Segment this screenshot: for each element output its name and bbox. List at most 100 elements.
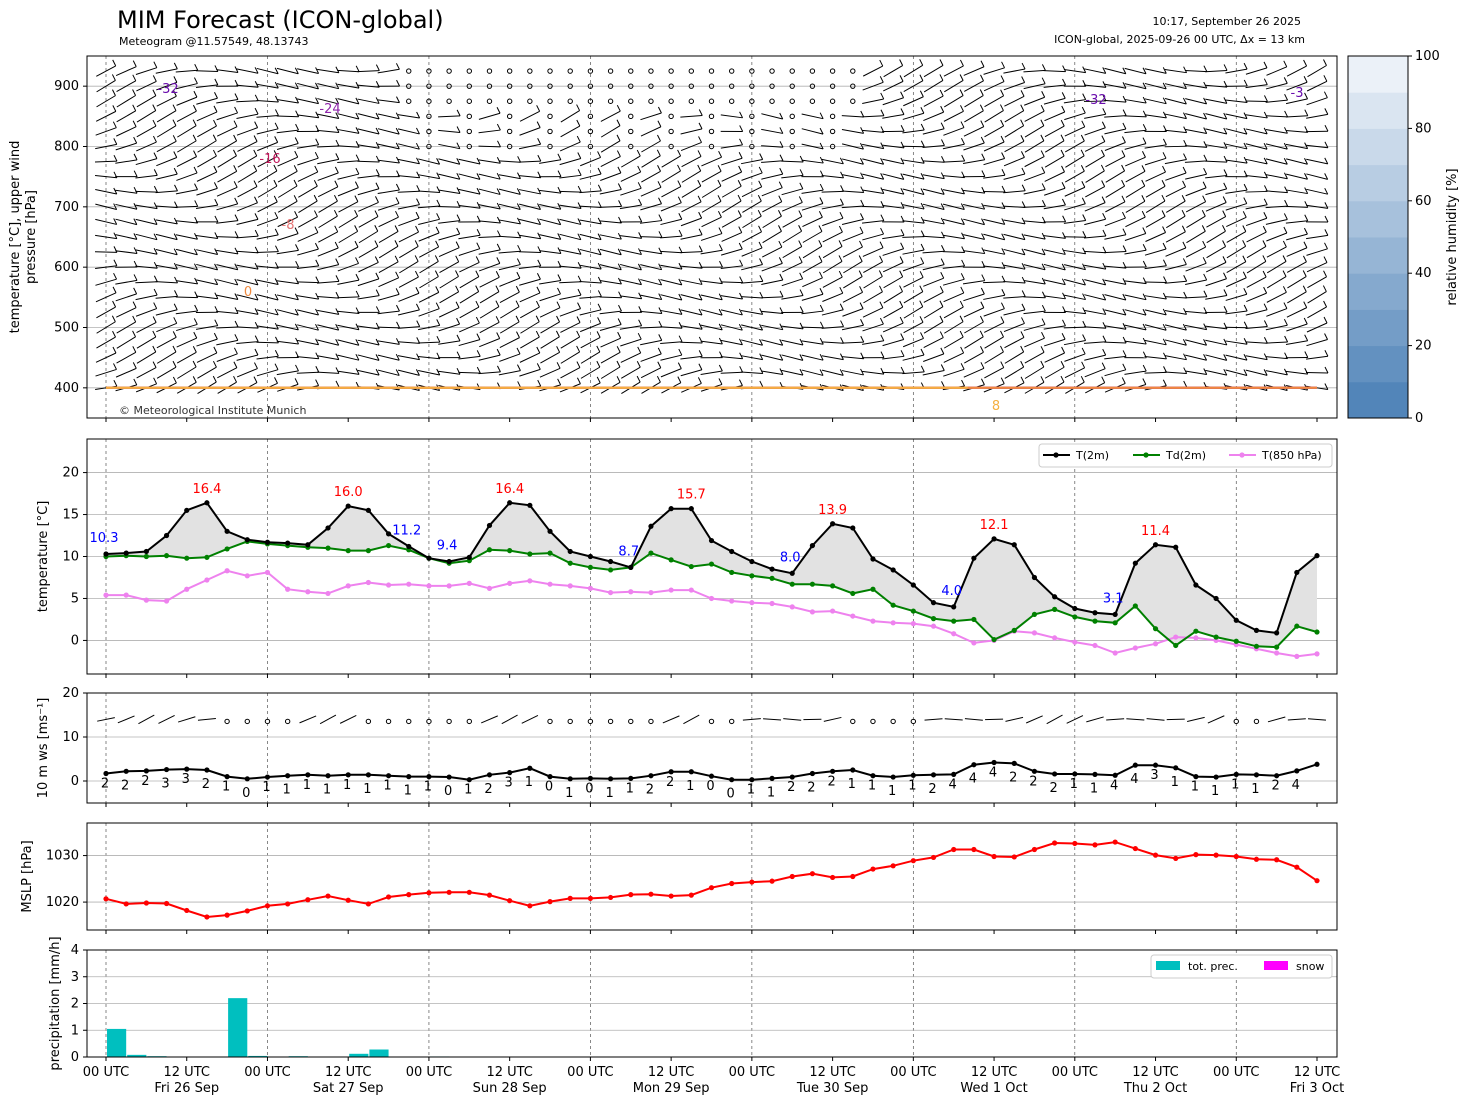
wind-barb-flag [1322,285,1327,292]
wind-barb [1287,276,1307,289]
wind-barb [156,81,178,91]
wind-barb-flag [596,345,601,353]
wind-barb-flag [1242,240,1247,247]
wind-barb [217,155,237,168]
wind-barb [1024,337,1045,348]
wind-barb [1144,98,1167,105]
wind-barb [175,83,198,90]
tmin-label: 4.0 [941,584,962,599]
wind-barb [822,292,843,302]
wind-barb [158,714,175,724]
wind-barb [1226,245,1246,259]
wind-barb [177,366,197,379]
wind-barb [1185,113,1207,120]
wind-barb-flag [759,275,764,282]
wind-barb-flag [233,361,238,368]
wind-barb [942,203,965,211]
wind-barb-flag [1303,227,1308,235]
mslp-point [143,900,149,906]
wind-barb [700,249,723,255]
wind-barb [115,142,137,151]
series-point-T(850 hPa) [1274,650,1280,656]
wind-barb-flag [416,337,421,344]
wind-barb-flag [638,215,643,223]
wind-barb-flag [1041,166,1046,174]
wind-barb-flag [577,288,582,296]
x-tick-label: 00 UTC [244,1065,290,1080]
wind-barb-flag [516,188,521,195]
calm-wind-barb [628,83,634,89]
wind-barb [559,141,581,152]
wind-barb [175,248,198,256]
wind-barb [801,354,824,361]
wind-barb-flag [1101,121,1106,128]
calm-wind-barb [628,143,634,150]
wind-barb [1306,248,1328,256]
wind-barb-flag [1181,195,1186,202]
wind-barb [1023,264,1046,271]
series-point-T(850 hPa) [1092,642,1098,649]
series-point-Td(2m) [1092,618,1098,624]
wind-barb-flag [113,363,117,370]
mslp-point [1031,846,1038,853]
wind-barb [1165,186,1186,198]
calm-wind-barb [789,128,795,135]
wind-barb [1044,111,1065,122]
wind-barb [1064,279,1086,286]
wind-barb [1124,115,1147,118]
wind-barb [660,279,682,286]
wind-barb-flag [355,273,360,281]
wind-barb-flag [717,165,722,172]
wind-barb [1104,217,1126,227]
beaufort-label: 2 [827,774,835,789]
wind-barb [478,249,501,255]
wind-barb-flag [1021,184,1026,191]
wind-barb-flag [1183,275,1188,282]
wind-barb [639,310,662,315]
wind-barb [902,262,924,272]
wind-barb-flag [314,226,319,233]
wind-barb-flag [233,120,238,127]
wind-barb [1144,295,1167,300]
mslp-point [870,866,876,872]
model-run-info: ICON-global, 2025-09-26 00 UTC, Δx = 13 … [1054,33,1305,46]
wind-barb-flag [315,67,320,74]
wind-barb [115,203,138,210]
wind-barb [236,309,259,315]
series-point-T(850 hPa) [285,586,291,592]
wind-barb-flag [617,183,622,190]
wind-barb [579,295,602,299]
isotherm-label: -16 [259,152,280,167]
wind-barb [923,353,945,362]
wind-barb [276,143,299,150]
wind-barb-flag [111,74,116,81]
wind-barb-flag [1284,199,1289,207]
y-tick-label: 0 [71,1050,79,1065]
mslp-point [648,891,654,897]
wind-barb-flag [1243,112,1248,119]
wind-barb-flag [738,323,743,331]
wind-barb [882,339,904,347]
x-tick-label: 12 UTC [1132,1065,1178,1080]
colorbar-band [1348,345,1408,383]
wind-barb-flag [1263,337,1268,344]
wind-barb-flag [1060,134,1065,141]
wind-barb [1044,187,1066,196]
wind-barb-flag [860,213,864,220]
wind-barb [559,308,581,317]
wind-barb-flag [1323,91,1328,98]
y-tick-label: 10 [62,550,79,565]
calm-wind-barb [809,68,816,74]
series-point-T(2m) [910,582,916,588]
wind-barb [1246,261,1267,274]
wind-barb-flag [495,271,500,278]
legend-label: T(850 hPa) [1261,449,1322,462]
wind-barb-flag [1021,317,1025,324]
wind-speed-point [264,774,271,780]
wind-barb-flag [132,315,137,323]
mslp-point [668,893,674,899]
wind-barb-flag [638,198,643,206]
wind-barb [781,188,803,196]
wind-barb [600,140,621,153]
wind-barb-flag [455,255,460,263]
